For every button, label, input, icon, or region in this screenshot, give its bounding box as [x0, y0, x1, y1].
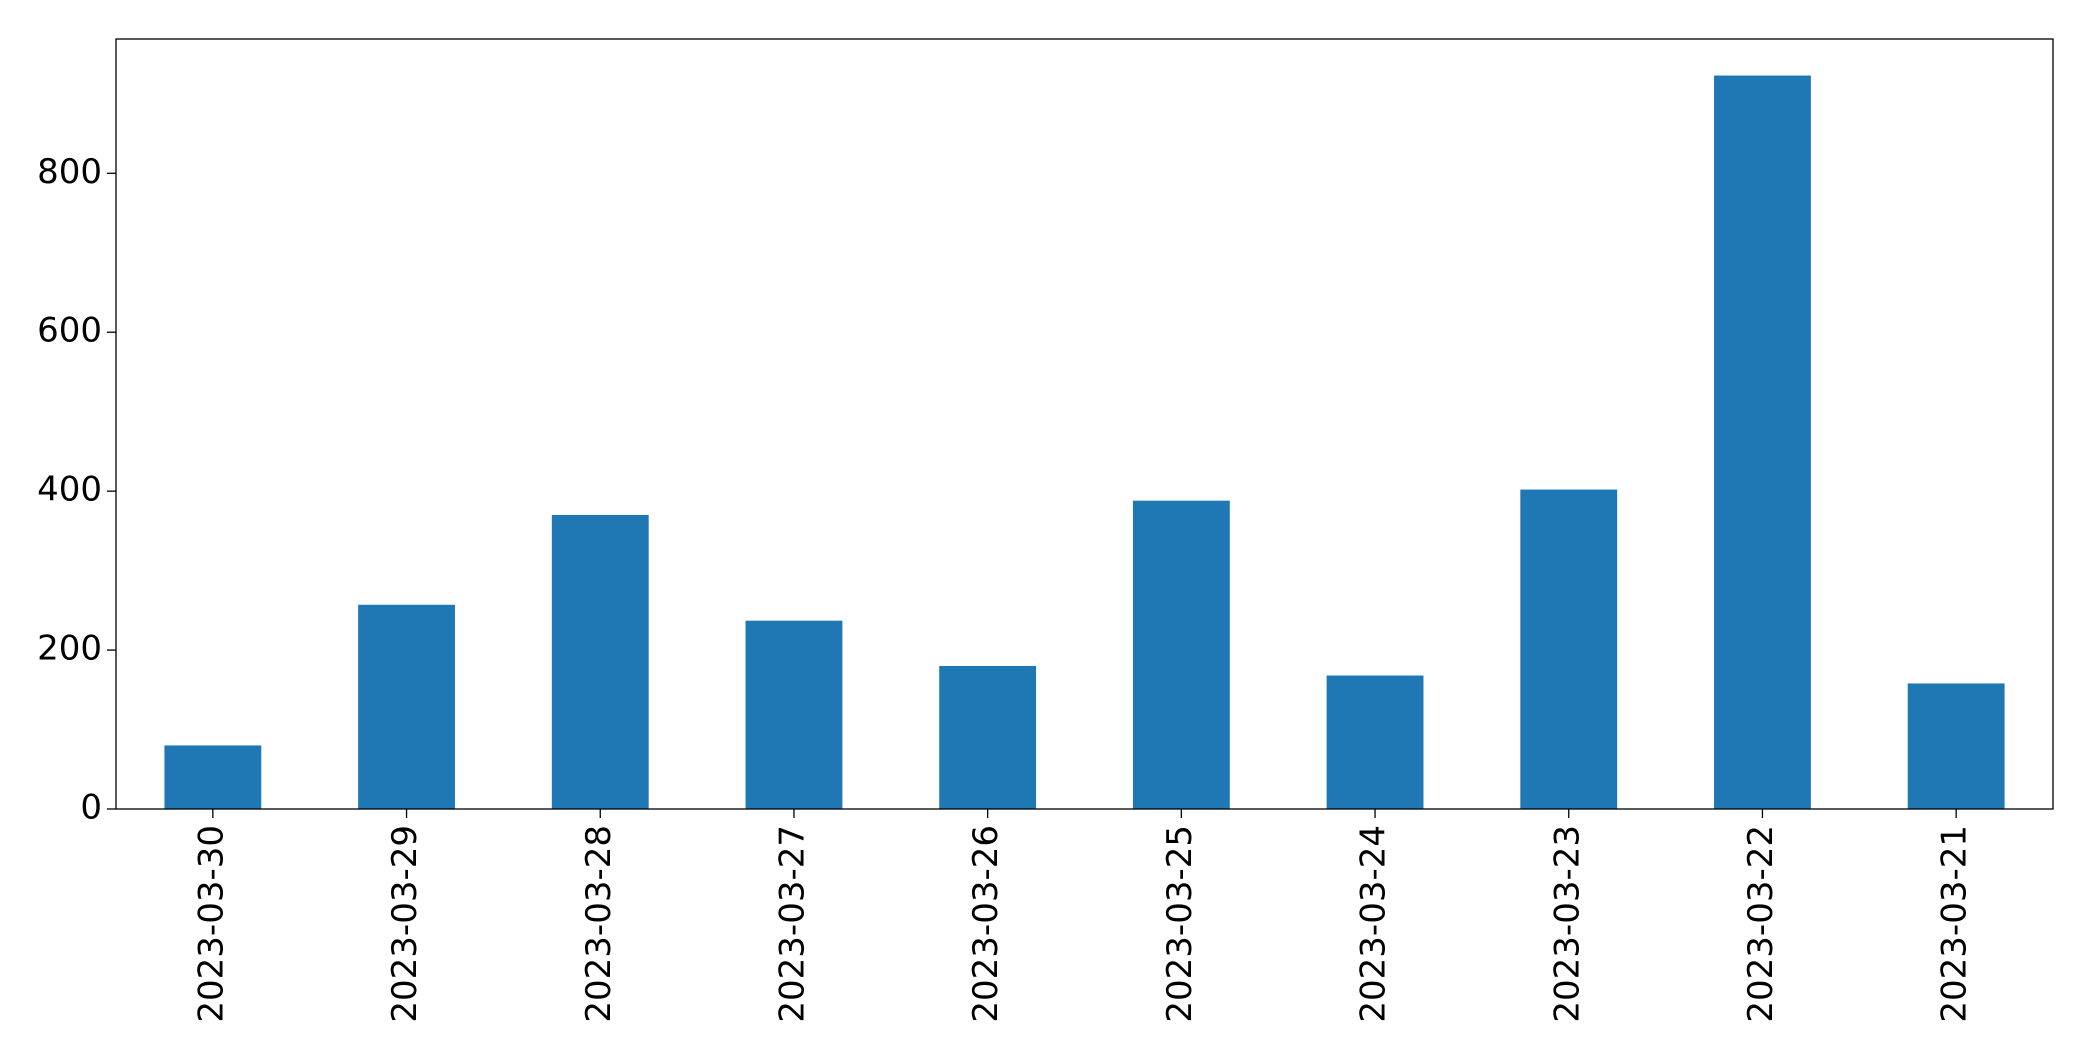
- x-tick-label: 2023-03-30: [191, 825, 231, 1023]
- bar: [551, 514, 649, 809]
- y-tick-label: 800: [37, 152, 102, 192]
- plot-frame: [115, 38, 2054, 810]
- bar: [1714, 75, 1811, 809]
- bar: [358, 604, 455, 809]
- y-tick-label: 400: [37, 470, 102, 510]
- bar: [1132, 500, 1230, 809]
- bar: [1326, 675, 1424, 809]
- x-tick-label: 2023-03-25: [1160, 825, 1200, 1023]
- bar: [1520, 489, 1618, 809]
- x-tick-label: 2023-03-21: [1935, 825, 1975, 1023]
- x-tick-label: 2023-03-26: [966, 825, 1006, 1023]
- bar: [1907, 683, 2005, 809]
- y-tick-label: 600: [37, 311, 102, 351]
- x-tick-label: 2023-03-22: [1741, 825, 1781, 1023]
- bar: [939, 665, 1037, 809]
- bar: [164, 745, 262, 809]
- y-tick-label: 200: [37, 629, 102, 669]
- x-tick-label: 2023-03-23: [1547, 825, 1587, 1023]
- x-tick-label: 2023-03-29: [385, 825, 425, 1023]
- y-tick-label: 0: [80, 788, 102, 828]
- bar: [745, 620, 843, 809]
- x-tick-label: 2023-03-28: [579, 825, 619, 1023]
- x-tick-label: 2023-03-24: [1354, 825, 1394, 1023]
- x-tick-label: 2023-03-27: [772, 825, 812, 1023]
